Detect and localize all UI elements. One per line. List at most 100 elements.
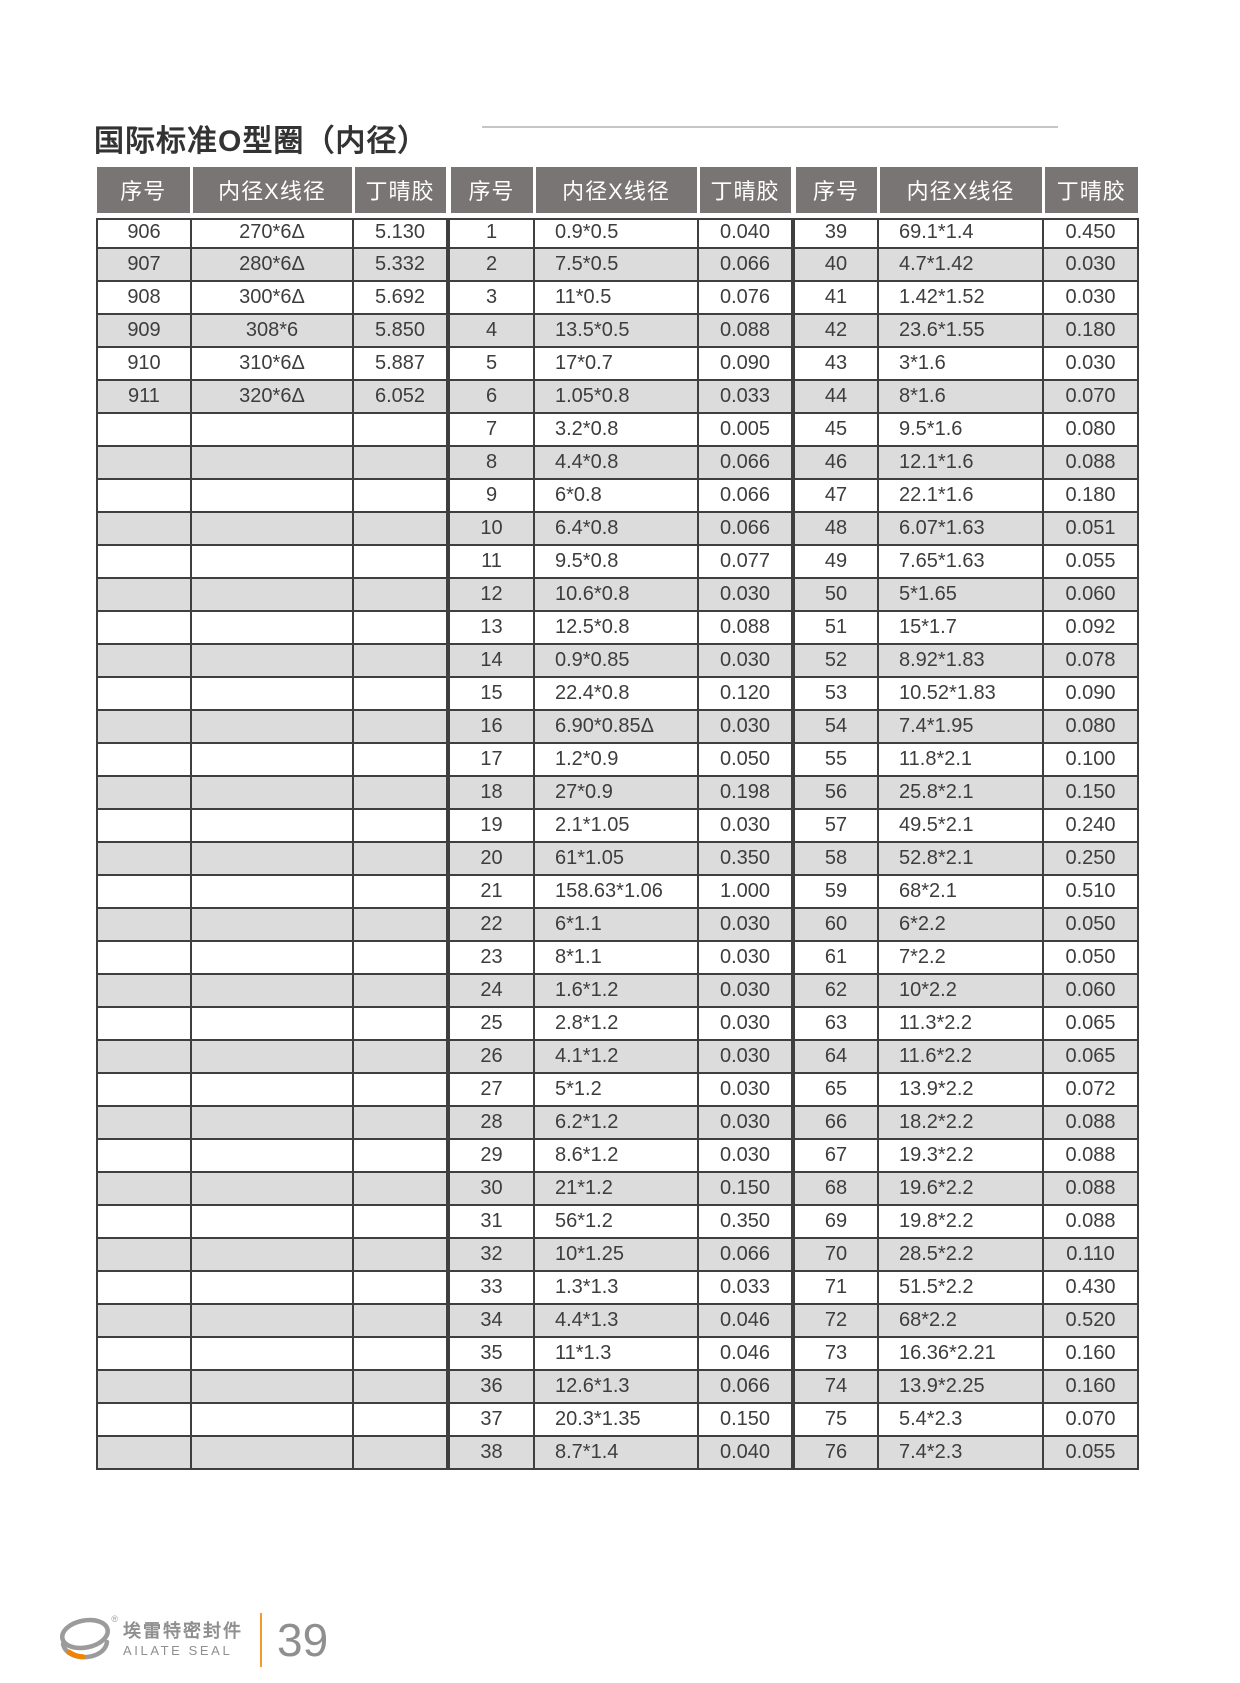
table-row: 909 308*6 5.850 4 13.5*0.5 0.088 42 23.6*1.55 0.… xyxy=(96,313,1139,348)
table-cell: 0.005 xyxy=(697,412,794,447)
table-cell: 1.2*0.9 xyxy=(533,742,699,777)
table-cell: 0.030 xyxy=(1042,247,1139,282)
table-cell xyxy=(352,1204,449,1239)
table-cell xyxy=(96,445,192,480)
table-cell: 8.92*1.83 xyxy=(877,643,1044,678)
table-cell xyxy=(96,412,192,447)
table-cell xyxy=(352,709,449,744)
table-cell: 0.088 xyxy=(1042,1105,1139,1140)
table-row: 22 6*1.1 0.030 60 6*2.2 0.050 xyxy=(96,907,1139,942)
table-cell xyxy=(190,1369,354,1404)
table-cell xyxy=(190,1435,354,1470)
table-cell: 0.040 xyxy=(697,214,794,249)
table-row: 21 158.63*1.06 1.000 59 68*2.1 0.510 xyxy=(96,874,1139,909)
table-cell: 56*1.2 xyxy=(533,1204,699,1239)
table-cell: 12.1*1.6 xyxy=(877,445,1044,480)
table-cell: 0.150 xyxy=(1042,775,1139,810)
column-header: 序号 xyxy=(790,167,878,218)
table-cell: 0.051 xyxy=(1042,511,1139,546)
table-row: 19 2.1*1.05 0.030 57 49.5*2.1 0.240 xyxy=(96,808,1139,843)
table-cell: 5 xyxy=(446,346,535,381)
table-cell xyxy=(96,1072,192,1107)
table-row: 906 270*6Δ 5.130 1 0.9*0.5 0.040 39 69.1*1.4 0.4… xyxy=(96,214,1139,249)
table-cell: 0.450 xyxy=(1042,214,1139,249)
table-cell: 21*1.2 xyxy=(533,1171,699,1206)
table-cell: 907 xyxy=(96,247,192,282)
table-cell: 0.070 xyxy=(1042,1402,1139,1437)
table-cell xyxy=(190,808,354,843)
registered-trademark: ® xyxy=(111,1614,118,1624)
table-cell: 71 xyxy=(791,1270,879,1305)
table-cell: 1.42*1.52 xyxy=(877,280,1044,315)
table-cell: 5.130 xyxy=(352,214,449,249)
table-cell: 0.198 xyxy=(697,775,794,810)
table-row: 25 2.8*1.2 0.030 63 11.3*2.2 0.065 xyxy=(96,1006,1139,1041)
table-cell: 13 xyxy=(446,610,535,645)
table-cell: 0.150 xyxy=(697,1402,794,1437)
table-cell: 19 xyxy=(446,808,535,843)
table-row: 33 1.3*1.3 0.033 71 51.5*2.2 0.430 xyxy=(96,1270,1139,1305)
table-cell: 52 xyxy=(791,643,879,678)
table-cell xyxy=(190,445,354,480)
table-cell xyxy=(352,412,449,447)
table-cell: 11*1.3 xyxy=(533,1336,699,1371)
table-cell: 6.07*1.63 xyxy=(877,511,1044,546)
table-cell: 0.078 xyxy=(1042,643,1139,678)
table-cell: 908 xyxy=(96,280,192,315)
table-cell xyxy=(190,676,354,711)
table-cell xyxy=(190,511,354,546)
table-row: 10 6.4*0.8 0.066 48 6.07*1.63 0.051 xyxy=(96,511,1139,546)
table-cell: 0.066 xyxy=(697,1369,794,1404)
table-cell xyxy=(190,1270,354,1305)
table-cell xyxy=(190,841,354,876)
table-cell xyxy=(96,1138,192,1173)
table-cell xyxy=(190,1006,354,1041)
table-cell xyxy=(190,973,354,1008)
table-cell xyxy=(96,1270,192,1305)
table-cell: 0.030 xyxy=(697,940,794,975)
table-cell: 21 xyxy=(446,874,535,909)
table-cell: 0.9*0.85 xyxy=(533,643,699,678)
table-cell: 0.050 xyxy=(697,742,794,777)
table-cell: 0.030 xyxy=(697,709,794,744)
table-cell: 66 xyxy=(791,1105,879,1140)
table-cell: 48 xyxy=(791,511,879,546)
table-cell xyxy=(352,577,449,612)
table-cell: 4 xyxy=(446,313,535,348)
table-cell xyxy=(352,1237,449,1272)
table-cell: 20.3*1.35 xyxy=(533,1402,699,1437)
table-cell: 0.066 xyxy=(697,247,794,282)
table-cell: 910 xyxy=(96,346,192,381)
table-cell: 8 xyxy=(446,445,535,480)
table-cell: 18 xyxy=(446,775,535,810)
table-cell: 0.072 xyxy=(1042,1072,1139,1107)
table-cell xyxy=(352,1435,449,1470)
table-row: 34 4.4*1.3 0.046 72 68*2.2 0.520 xyxy=(96,1303,1139,1338)
table-cell: 0.033 xyxy=(697,1270,794,1305)
table-cell: 35 xyxy=(446,1336,535,1371)
table-cell: 909 xyxy=(96,313,192,348)
table-cell: 0.250 xyxy=(1042,841,1139,876)
column-header: 丁晴胶 xyxy=(1041,167,1138,218)
table-cell: 4.1*1.2 xyxy=(533,1039,699,1074)
table-cell: 0.100 xyxy=(1042,742,1139,777)
table-cell: 0.088 xyxy=(1042,445,1139,480)
table-cell: 24 xyxy=(446,973,535,1008)
table-cell: 60 xyxy=(791,907,879,942)
table-cell: 0.180 xyxy=(1042,478,1139,513)
table-cell xyxy=(96,940,192,975)
table-cell xyxy=(352,544,449,579)
table-row: 15 22.4*0.8 0.120 53 10.52*1.83 0.090 xyxy=(96,676,1139,711)
table-cell: 63 xyxy=(791,1006,879,1041)
table-cell xyxy=(352,808,449,843)
table-row: 12 10.6*0.8 0.030 50 5*1.65 0.060 xyxy=(96,577,1139,612)
table-cell xyxy=(352,1138,449,1173)
table-cell: 3*1.6 xyxy=(877,346,1044,381)
table-cell: 0.090 xyxy=(1042,676,1139,711)
table-cell: 38 xyxy=(446,1435,535,1470)
table-cell: 2.8*1.2 xyxy=(533,1006,699,1041)
table-cell: 8.6*1.2 xyxy=(533,1138,699,1173)
table-row: 911 320*6Δ 6.052 6 1.05*0.8 0.033 44 8*1.6 0.070 xyxy=(96,379,1139,414)
table-cell: 75 xyxy=(791,1402,879,1437)
table-cell: 0.088 xyxy=(1042,1138,1139,1173)
